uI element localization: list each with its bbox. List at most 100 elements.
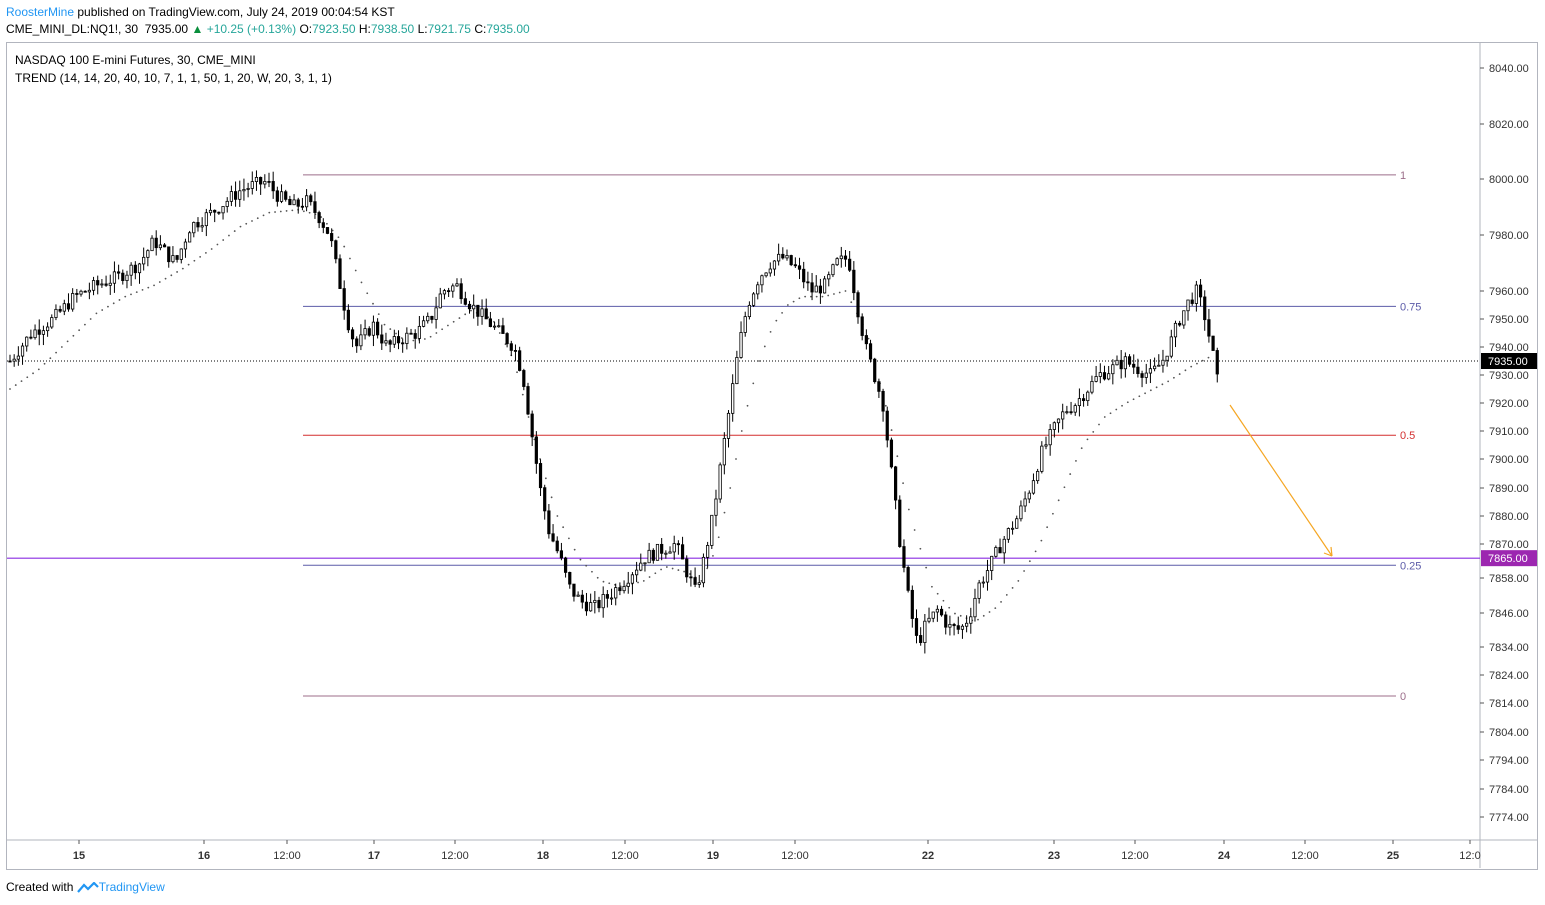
trend-dot: [37, 368, 40, 371]
candle-body: [108, 282, 112, 286]
candle-body: [739, 332, 743, 358]
trend-dot: [608, 582, 611, 585]
trend-dot: [84, 323, 86, 326]
trend-dot: [141, 288, 144, 291]
trend-dot: [988, 611, 991, 613]
candle-body: [856, 292, 860, 318]
candle-body: [451, 285, 455, 292]
trend-dot: [562, 526, 565, 529]
candle-body: [1148, 368, 1153, 374]
candle-body: [852, 269, 856, 294]
trend-dot: [1063, 486, 1066, 489]
candle-body: [584, 601, 589, 612]
x-tick-label: 22: [922, 850, 934, 862]
candle-body: [25, 336, 29, 347]
created-with-text: Created with: [6, 880, 74, 894]
candle-body: [8, 360, 12, 363]
candle-body: [58, 308, 62, 312]
trend-dot: [884, 404, 887, 407]
trend-dot: [181, 267, 184, 270]
trend-dot: [815, 295, 818, 298]
trend-dot: [1092, 431, 1095, 433]
candle-body: [1090, 380, 1094, 393]
indicator-legend[interactable]: TREND (14, 14, 20, 40, 10, 7, 1, 1, 50, …: [15, 71, 332, 85]
trend-dot: [60, 346, 63, 348]
candle-body: [409, 332, 413, 335]
candle-body: [743, 316, 747, 333]
candle-body: [501, 325, 505, 334]
candle-body: [906, 567, 910, 591]
candle-body: [760, 275, 764, 286]
trend-dot: [890, 429, 893, 431]
candle-body: [505, 333, 509, 345]
candle-body: [693, 577, 697, 585]
y-tick-label: 7834.00: [1489, 642, 1529, 654]
candle-body: [497, 325, 501, 328]
trend-dot: [470, 309, 472, 312]
publish-header: RoosterMine published on TradingView.com…: [6, 5, 395, 19]
candle-body: [254, 176, 259, 182]
trend-dot: [1126, 401, 1129, 404]
chart-frame[interactable]: [6, 42, 1538, 870]
trend-dot: [1115, 408, 1118, 411]
projection-arrow[interactable]: [1229, 404, 1333, 557]
trend-dot: [20, 380, 23, 383]
tradingview-logo-icon[interactable]: [76, 880, 99, 894]
tradingview-brand[interactable]: TradingView: [98, 880, 165, 894]
candle-body: [317, 212, 321, 224]
trend-dot: [654, 572, 657, 575]
trend-dot: [1201, 359, 1204, 362]
candle-body: [818, 285, 823, 294]
candle-body: [706, 545, 710, 558]
candle-body: [910, 589, 914, 619]
candle-body: [810, 282, 814, 293]
trend-dot: [389, 328, 392, 330]
trend-dot: [26, 376, 29, 379]
candle-body: [371, 321, 376, 336]
trend-dot: [107, 305, 109, 308]
candle-body: [79, 290, 83, 295]
trend-dot: [9, 388, 11, 390]
candle-body: [121, 272, 125, 281]
trend-dot: [792, 300, 795, 303]
trend-dot: [556, 515, 559, 517]
candle-body: [1161, 359, 1165, 366]
author-name[interactable]: RoosterMine: [6, 5, 75, 19]
candle-body: [990, 555, 994, 571]
candle-body: [944, 614, 948, 628]
candle-body: [965, 622, 969, 627]
candle-body: [977, 582, 981, 599]
trend-dot: [268, 211, 271, 214]
trend-dot: [435, 332, 438, 334]
candle-body: [296, 199, 300, 207]
candle-body: [334, 240, 338, 260]
candle-body: [271, 181, 275, 192]
candle-body: [622, 586, 626, 592]
candle-body: [534, 436, 538, 464]
trend-dot: [1190, 365, 1193, 368]
trend-dot: [1173, 376, 1175, 379]
candle-body: [860, 316, 864, 336]
candle-body: [643, 562, 647, 565]
trend-dot: [648, 576, 651, 578]
candle-body: [1115, 359, 1119, 366]
trend-dot: [723, 511, 726, 514]
candle-body: [263, 181, 267, 185]
candle-body: [902, 546, 906, 568]
candle-body: [396, 336, 401, 344]
trend-dot: [665, 566, 668, 568]
high-value: 7938.50: [370, 22, 415, 36]
candle-body: [1144, 372, 1148, 378]
trend-dot: [746, 404, 749, 407]
trend-dot: [550, 496, 553, 499]
trend-dot: [66, 340, 69, 343]
candle-body: [538, 463, 543, 489]
candle-body: [62, 303, 66, 312]
candle-body: [919, 635, 923, 643]
candle-body: [714, 498, 718, 516]
candle-body: [275, 190, 279, 202]
trend-dot: [1196, 362, 1198, 365]
trend-dot: [130, 293, 132, 296]
candle-body: [1178, 322, 1182, 326]
